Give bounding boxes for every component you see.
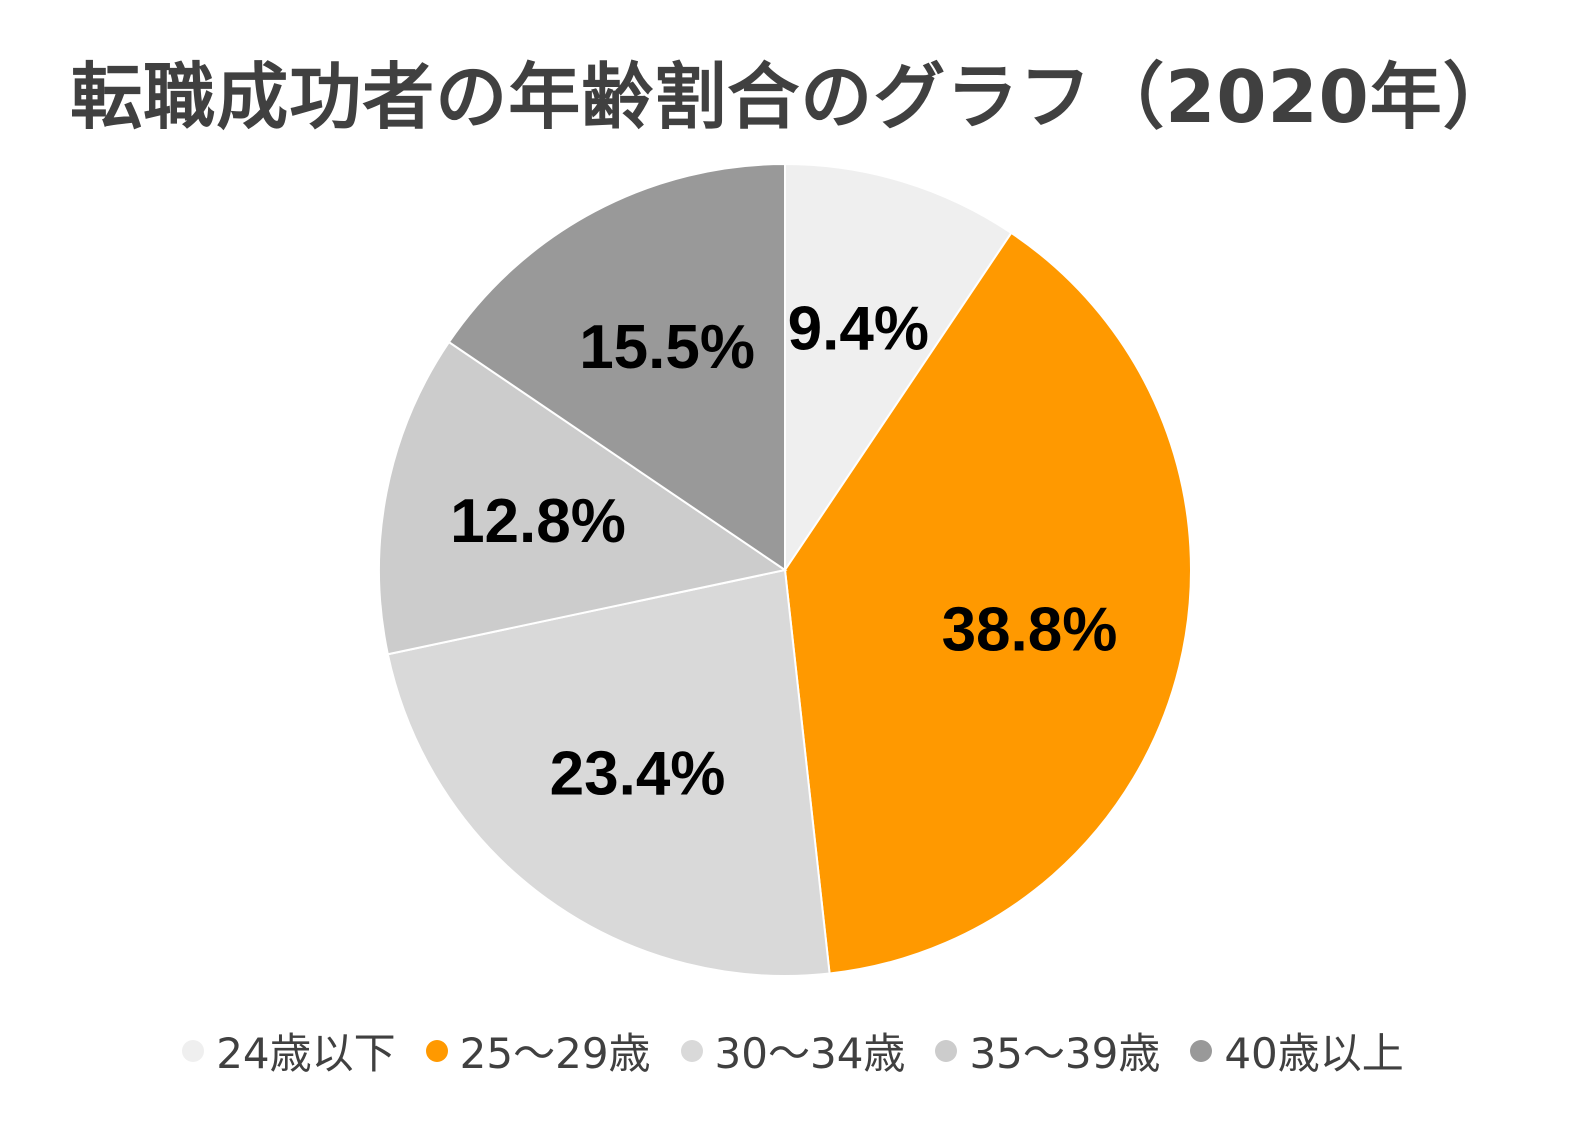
slice-label: 38.8% — [942, 595, 1118, 664]
slice-label: 23.4% — [550, 740, 726, 809]
slice-label: 15.5% — [579, 313, 755, 382]
legend-marker — [182, 1039, 205, 1062]
pie-slice — [386, 568, 831, 977]
legend-item: 25〜29歳 — [425, 1020, 651, 1081]
pie-slices — [378, 162, 1192, 977]
legend-item: 35〜39歳 — [935, 1020, 1160, 1081]
chart-title: 転職成功者の年齢割合のグラフ（2020年） — [70, 55, 1516, 139]
legend-label: 40歳以上 — [1224, 1029, 1404, 1078]
pie-slice-labels: 9.4% 38.8% 23.4% 12.8% 15.5% — [450, 295, 1117, 809]
legend-item: 30〜34歳 — [680, 1020, 906, 1081]
legend-marker — [935, 1039, 958, 1062]
legend-marker — [425, 1039, 448, 1062]
legend-item: 24歳以下 — [182, 1020, 396, 1081]
slice-label: 12.8% — [450, 487, 626, 556]
slice-label: 9.4% — [788, 295, 929, 364]
pie-slice — [378, 340, 788, 656]
chart-legend: 24歳以下 25〜29歳 30〜34歳 35〜39歳 40歳以上 — [0, 1020, 1586, 1081]
legend-label: 24歳以下 — [216, 1029, 396, 1078]
legend-label: 35〜39歳 — [969, 1029, 1161, 1078]
pie-slice — [784, 162, 1013, 574]
legend-label: 25〜29歳 — [459, 1029, 651, 1078]
legend-item: 40歳以上 — [1190, 1020, 1404, 1081]
pie-chart: 9.4% 38.8% 23.4% 12.8% 15.5% — [378, 162, 1192, 977]
pie-slice — [447, 162, 786, 572]
pie-slice — [783, 231, 1192, 975]
legend-marker — [680, 1039, 703, 1062]
legend-marker — [1190, 1039, 1213, 1062]
legend-label: 30〜34歳 — [714, 1029, 906, 1078]
